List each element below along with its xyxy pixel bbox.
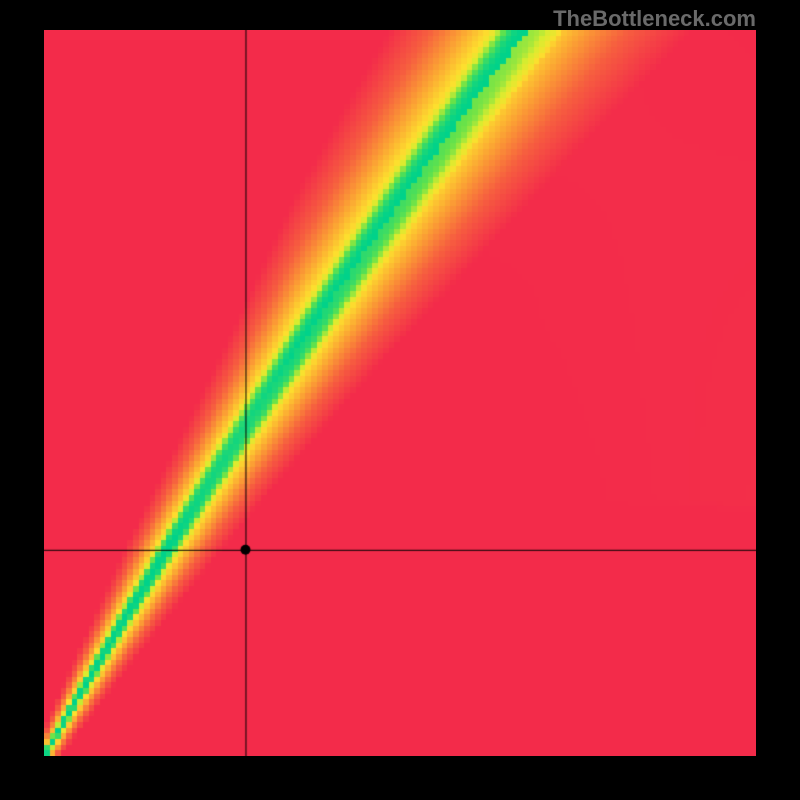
heatmap-canvas (44, 30, 756, 756)
chart-container: TheBottleneck.com (0, 0, 800, 800)
watermark-text: TheBottleneck.com (553, 6, 756, 32)
